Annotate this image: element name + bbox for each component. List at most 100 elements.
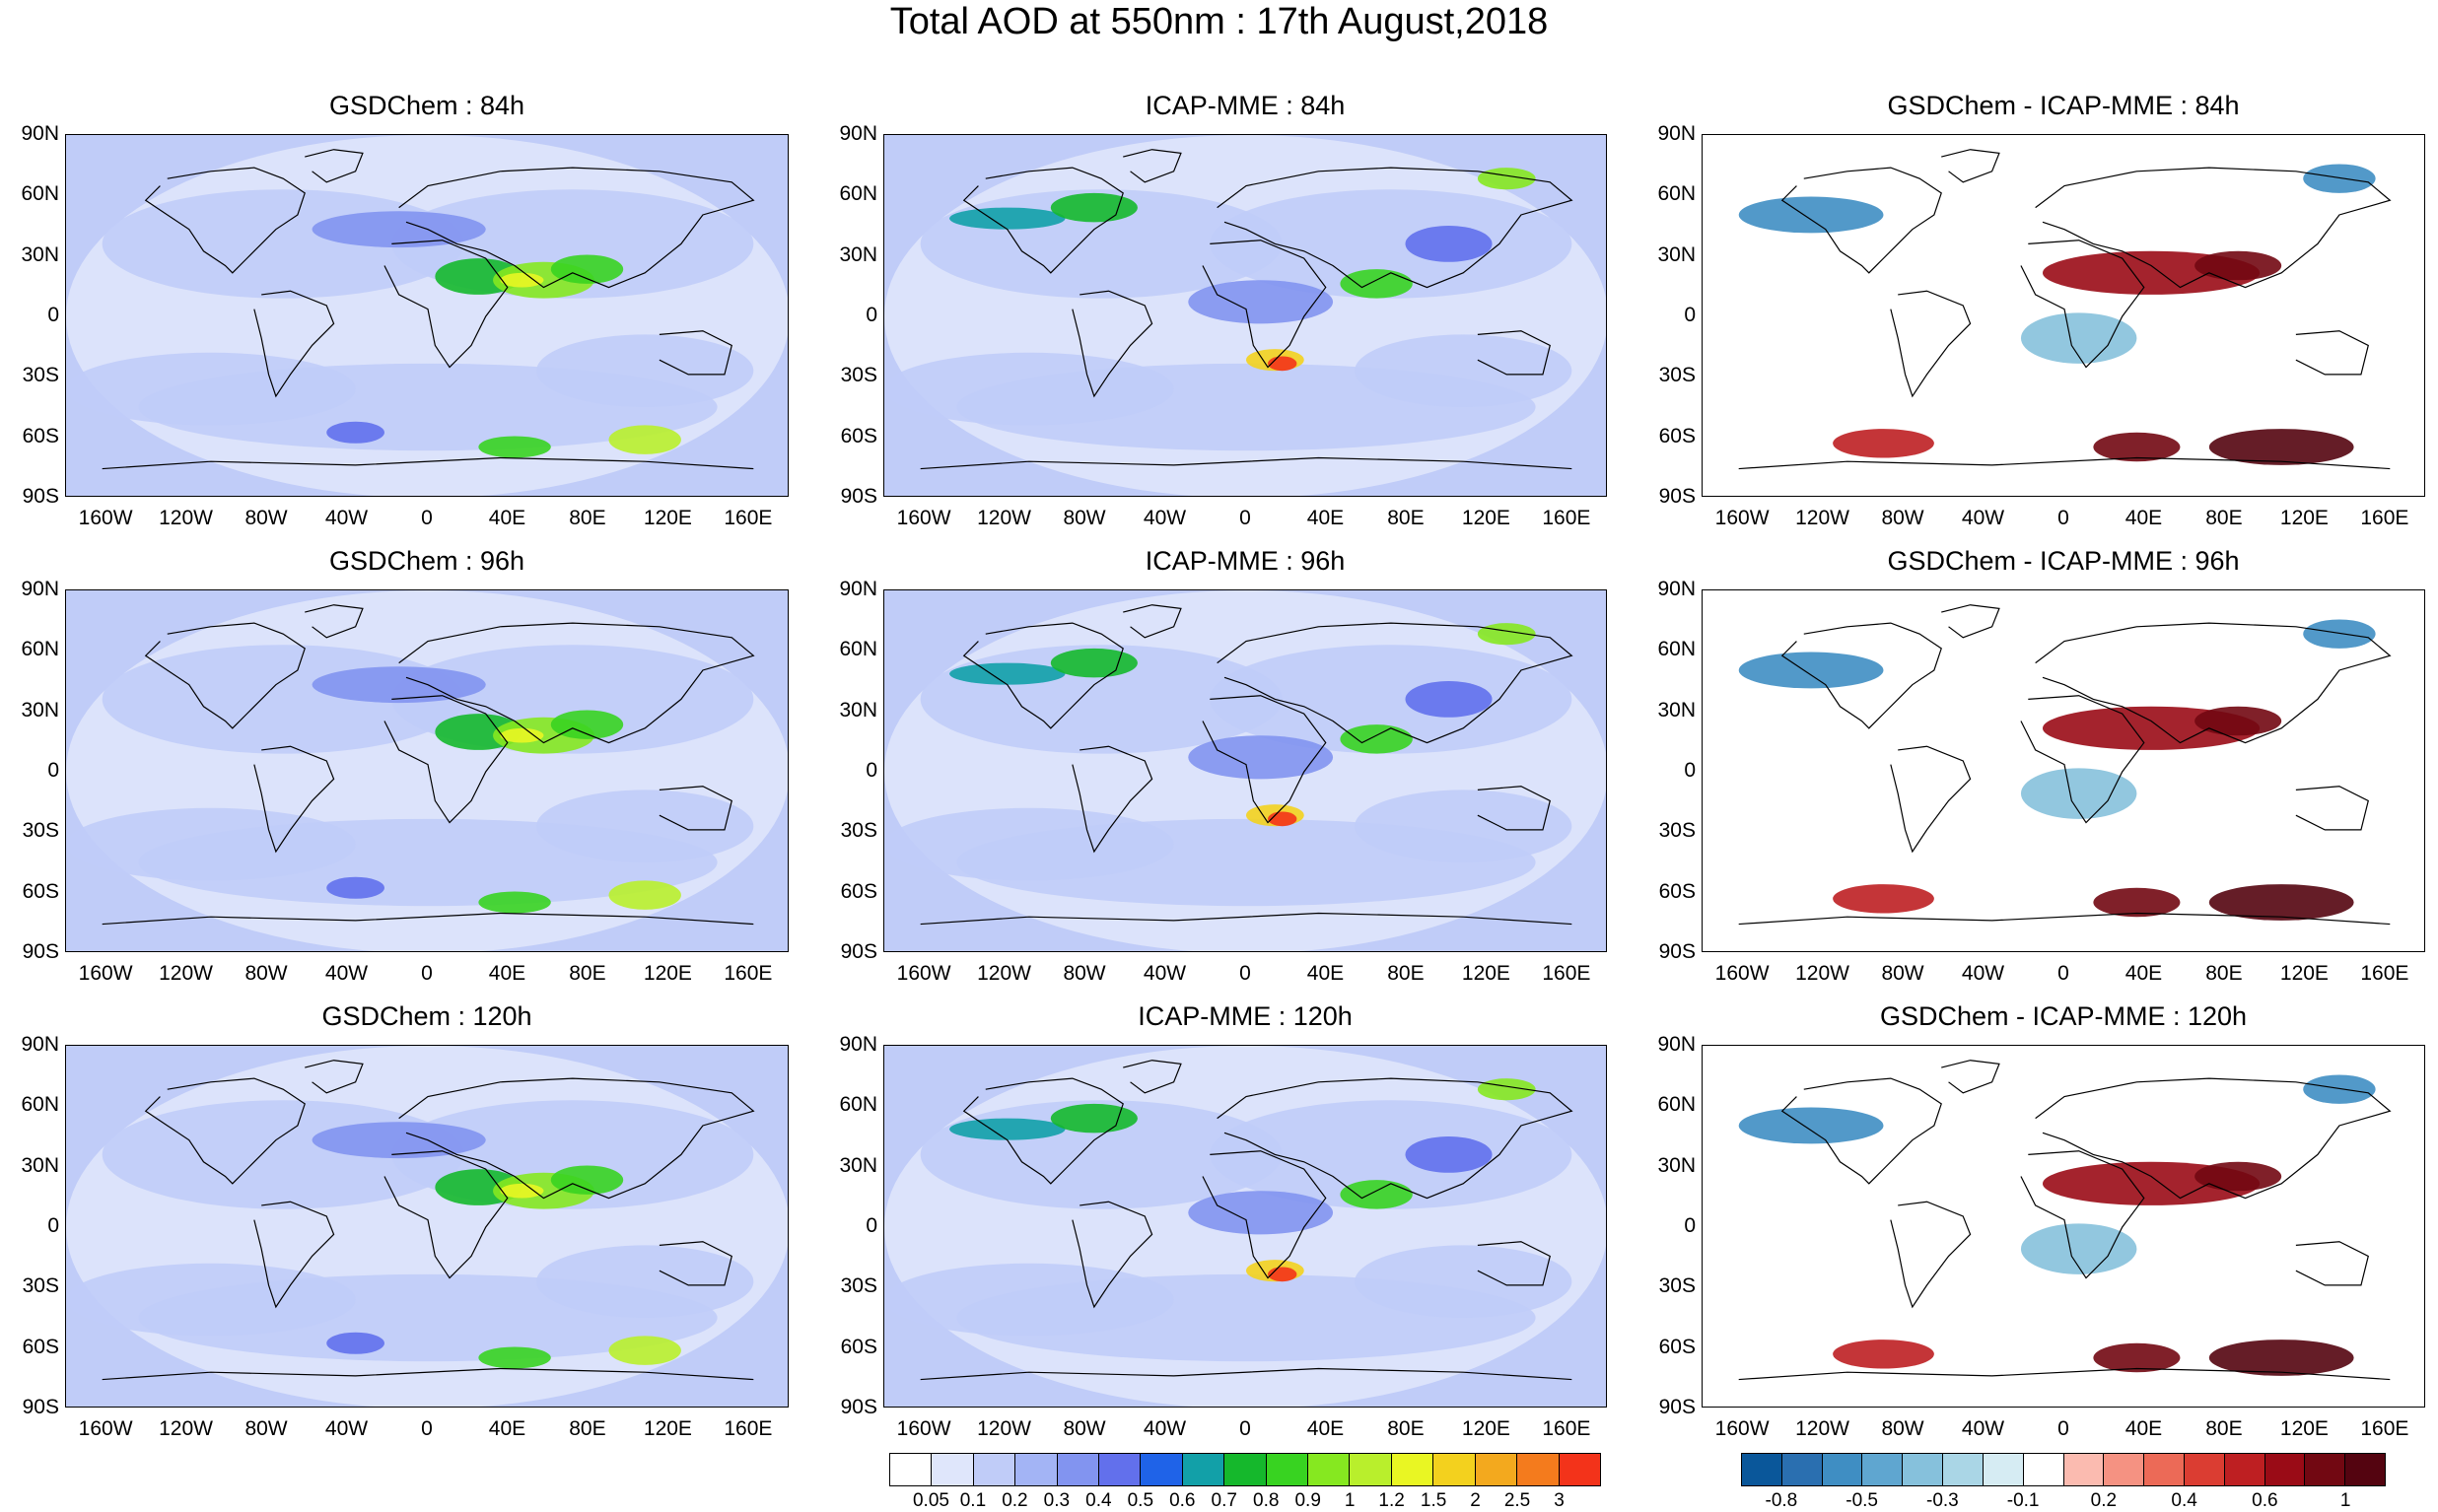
latitude-label: 30S xyxy=(22,819,59,843)
field-contour xyxy=(884,807,1174,881)
coastline xyxy=(102,456,754,470)
coastline xyxy=(253,290,335,398)
longitude-label: 40W xyxy=(1961,507,2005,529)
aod-colorbar xyxy=(889,1453,1601,1486)
panel-title: GSDChem : 96h xyxy=(328,546,525,576)
latitude-label: 30S xyxy=(1658,364,1696,387)
longitude-label: 80W xyxy=(244,507,288,529)
longitude-label: 40E xyxy=(1306,962,1345,985)
coastline xyxy=(1072,1201,1153,1309)
field-contour xyxy=(1738,1107,1884,1144)
longitude-label: 120W xyxy=(1795,1417,1849,1440)
longitude-label: 80E xyxy=(1387,507,1425,529)
field-contour xyxy=(326,1332,384,1354)
longitude-label: 120W xyxy=(977,1417,1031,1440)
latitude-label: 0 xyxy=(866,1214,877,1237)
longitude-label: 80E xyxy=(2205,507,2243,529)
map-panel xyxy=(65,134,789,497)
field-contour xyxy=(1405,226,1493,262)
latitude-label: 90S xyxy=(22,940,59,963)
longitude-label: 160W xyxy=(78,507,133,529)
coastline xyxy=(1780,1077,1942,1185)
colorbar-label: 2 xyxy=(1470,1490,1481,1511)
coastline xyxy=(1738,912,2391,926)
coastline xyxy=(962,167,1124,274)
colorbar-label: 0.2 xyxy=(1002,1490,1028,1511)
longitude-label: 40W xyxy=(1143,962,1187,985)
latitude-label: 90N xyxy=(21,578,59,600)
field-contour xyxy=(2093,432,2181,462)
colorbar-swatch xyxy=(1099,1454,1142,1485)
longitude-label: 120E xyxy=(643,507,692,529)
latitude-label: 30N xyxy=(839,1153,877,1177)
field-contour xyxy=(1050,1103,1138,1134)
latitude-label: 60S xyxy=(22,879,59,903)
latitude-label: 30N xyxy=(839,698,877,722)
latitude-label: 30S xyxy=(22,1274,59,1298)
colorbar-swatch xyxy=(973,1454,1016,1485)
colorbar-swatch xyxy=(1350,1454,1392,1485)
field-contour xyxy=(2303,619,2376,649)
map-panel xyxy=(1702,589,2425,952)
colorbar-swatch xyxy=(2184,1454,2225,1485)
colorbar-label: 0.3 xyxy=(1043,1490,1071,1511)
coastline xyxy=(1202,240,1327,369)
longitude-label: 0 xyxy=(421,507,433,529)
field-contour xyxy=(478,891,551,914)
colorbar-label: 0.6 xyxy=(1169,1490,1196,1511)
colorbar-label: 3 xyxy=(1554,1490,1565,1511)
latitude-label: 0 xyxy=(47,759,59,782)
coastline xyxy=(920,1367,1572,1381)
field-contour xyxy=(536,790,754,862)
coastline xyxy=(659,1241,732,1286)
coastline xyxy=(305,1060,364,1094)
latitude-label: 60N xyxy=(21,182,59,206)
field-contour xyxy=(884,1263,1174,1337)
longitude-label: 120E xyxy=(2279,962,2329,985)
longitude-label: 40W xyxy=(324,962,369,985)
coastline xyxy=(398,622,755,744)
longitude-label: 40E xyxy=(488,962,526,985)
colorbar-label: -0.5 xyxy=(1846,1490,1878,1511)
latitude-label: 0 xyxy=(866,304,877,326)
coastline xyxy=(144,622,306,729)
latitude-label: 0 xyxy=(866,759,877,782)
colorbar-label: 1 xyxy=(2339,1490,2351,1511)
coastline xyxy=(102,1367,754,1381)
latitude-label: 60S xyxy=(1658,879,1696,903)
panel-title: GSDChem - ICAP-MME : 96h xyxy=(1887,546,2240,576)
latitude-label: 90N xyxy=(839,1033,877,1056)
longitude-label: 120W xyxy=(159,962,213,985)
coastline xyxy=(2035,622,2392,744)
longitude-label: 0 xyxy=(421,1417,433,1440)
latitude-label: 60N xyxy=(21,1093,59,1117)
field-contour xyxy=(2020,1223,2137,1274)
coastline xyxy=(920,912,1572,926)
colorbar-swatch xyxy=(2104,1454,2145,1485)
field-contour xyxy=(478,436,551,458)
field-contour xyxy=(608,1336,681,1365)
longitude-label: 40E xyxy=(1306,1417,1345,1440)
longitude-label: 120E xyxy=(2279,1417,2329,1440)
field-contour xyxy=(1833,1340,1934,1369)
field-contour xyxy=(2020,312,2137,364)
coastline xyxy=(1941,604,2000,639)
latitude-label: 90S xyxy=(1658,1396,1696,1418)
longitude-label: 40W xyxy=(1143,507,1187,529)
latitude-label: 90N xyxy=(21,122,59,145)
longitude-label: 0 xyxy=(2057,962,2069,985)
field-contour xyxy=(1210,1100,1572,1209)
longitude-label: 120E xyxy=(1461,962,1510,985)
coastline xyxy=(398,1077,755,1200)
coastline xyxy=(2035,167,2392,289)
latitude-label: 30N xyxy=(1657,1153,1696,1177)
panel-title: GSDChem : 120h xyxy=(321,1001,532,1031)
colorbar-label: -0.8 xyxy=(1765,1490,1798,1511)
latitude-label: 60N xyxy=(1657,638,1696,661)
longitude-label: 160W xyxy=(1714,962,1770,985)
latitude-label: 30S xyxy=(1658,819,1696,843)
longitude-label: 160E xyxy=(724,1417,773,1440)
longitude-label: 120E xyxy=(1461,507,1510,529)
longitude-label: 120W xyxy=(159,507,213,529)
longitude-label: 160E xyxy=(2360,507,2409,529)
